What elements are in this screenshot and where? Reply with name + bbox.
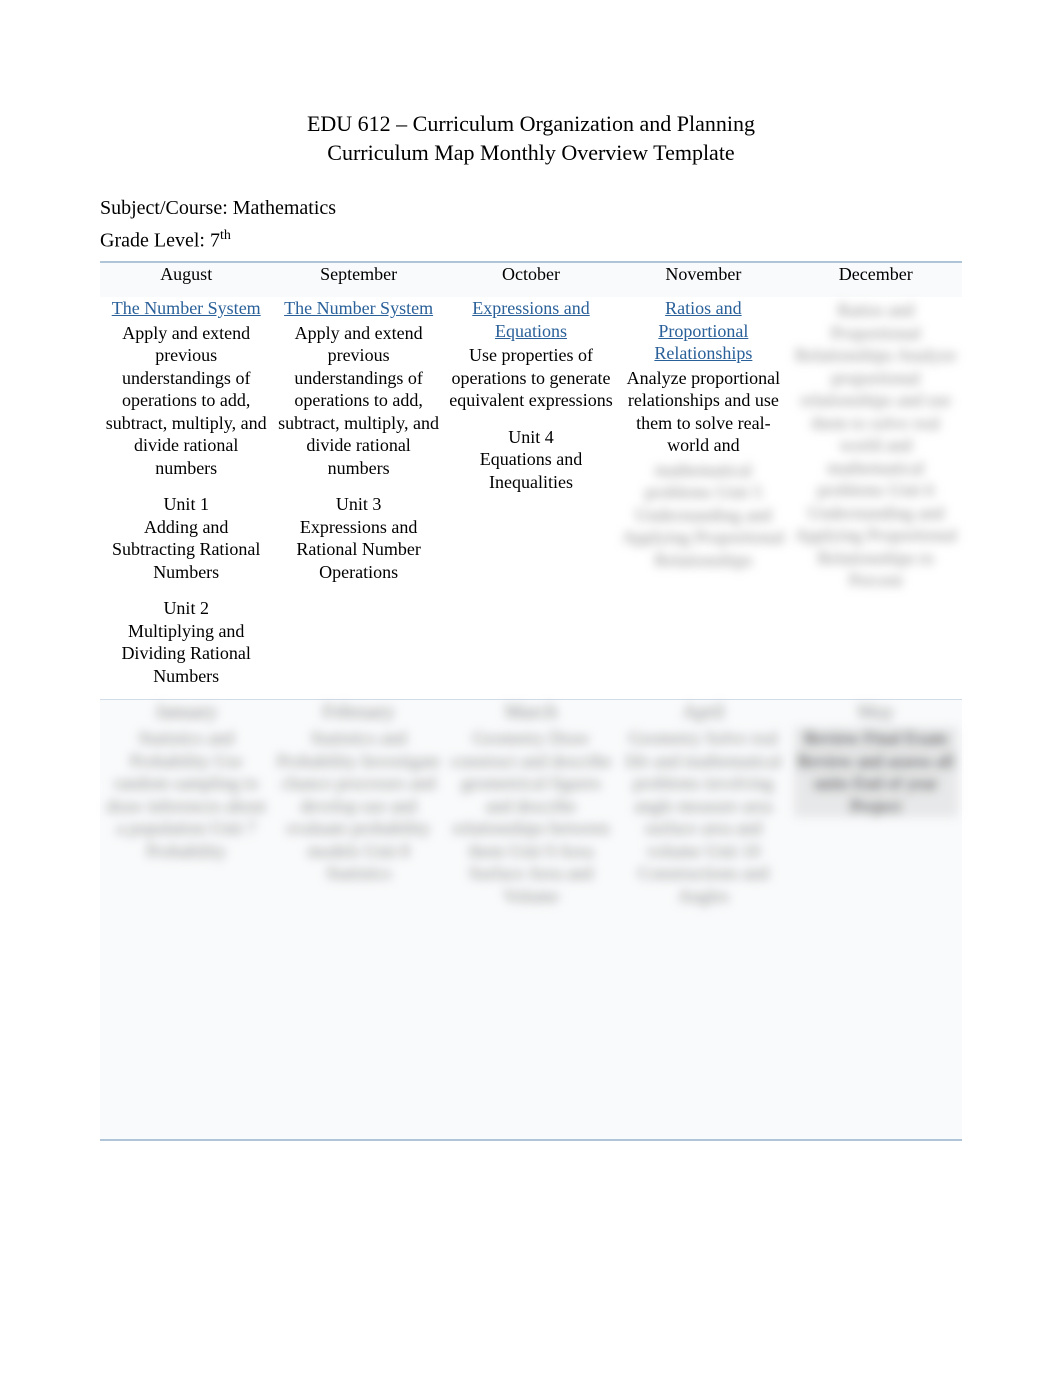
- month-november: November: [617, 262, 789, 298]
- month-january: January: [155, 697, 217, 727]
- cell-august: The Number System Apply and extend previ…: [100, 297, 272, 700]
- cell-may: May Review Final Exam Review and assess …: [790, 700, 962, 1140]
- unit4-title: Unit 4: [508, 427, 554, 447]
- cell-march: March Geometry Draw construct and descri…: [445, 700, 617, 1140]
- september-desc: Apply and extend previous understandings…: [276, 322, 440, 480]
- unit2-title: Unit 2: [163, 598, 209, 618]
- april-blurred: Geometry Solve real life and mathematica…: [621, 727, 785, 907]
- grade-label: Grade Level:: [100, 230, 205, 252]
- unit3-title: Unit 3: [336, 494, 382, 514]
- unit2-desc: Multiplying and Dividing Rational Number…: [121, 621, 251, 686]
- grade-line: Grade Level: 7th: [100, 228, 962, 253]
- august-unit2: Unit 2 Multiplying and Dividing Rational…: [104, 597, 268, 687]
- unit1-desc: Adding and Subtracting Rational Numbers: [112, 517, 260, 582]
- document-header: EDU 612 – Curriculum Organization and Pl…: [100, 110, 962, 167]
- cell-february: February Statistics and Probability Inve…: [272, 700, 444, 1140]
- grade-value: 7: [210, 230, 220, 252]
- august-desc: Apply and extend previous understandings…: [104, 322, 268, 480]
- cell-november: Ratios and Proportional Relationships An…: [617, 297, 789, 700]
- month-february: February: [322, 697, 394, 727]
- october-domain-link[interactable]: Expressions and Equations: [449, 297, 613, 342]
- month-august: August: [100, 262, 272, 298]
- september-domain-link[interactable]: The Number System: [276, 297, 440, 320]
- month-may: May: [857, 697, 894, 727]
- may-blurred: Review Final Exam Review and assess all …: [794, 727, 958, 817]
- cell-october: Expressions and Equations Use properties…: [445, 297, 617, 700]
- subject-label: Subject/Course:: [100, 197, 228, 219]
- month-december: December: [790, 262, 962, 298]
- subject-line: Subject/Course: Mathematics: [100, 197, 962, 220]
- cell-april: April Geometry Solve real life and mathe…: [617, 700, 789, 1140]
- september-unit: Unit 3 Expressions and Rational Number O…: [276, 493, 440, 583]
- august-domain-link[interactable]: The Number System: [104, 297, 268, 320]
- content-row-1: The Number System Apply and extend previ…: [100, 297, 962, 700]
- january-blurred: Statistics and Probability Use random sa…: [104, 727, 268, 862]
- title-line-1: EDU 612 – Curriculum Organization and Pl…: [100, 110, 962, 139]
- march-blurred: Geometry Draw construct and describe geo…: [449, 727, 613, 907]
- month-header-row-2: January Statistics and Probability Use r…: [100, 700, 962, 1140]
- month-september: September: [272, 262, 444, 298]
- cell-december: Ratios and Proportional Relationships An…: [790, 297, 962, 700]
- month-april: April: [682, 697, 724, 727]
- month-october: October: [445, 262, 617, 298]
- december-blurred: Ratios and Proportional Relationships An…: [794, 299, 958, 592]
- subject-value: Mathematics: [233, 197, 336, 219]
- october-unit: Unit 4 Equations and Inequalities: [449, 426, 613, 494]
- november-desc: Analyze proportional relationships and u…: [621, 367, 785, 457]
- month-header-row-1: August September October November Decemb…: [100, 262, 962, 298]
- cell-september: The Number System Apply and extend previ…: [272, 297, 444, 700]
- unit4-desc: Equations and Inequalities: [480, 449, 582, 492]
- grade-suffix: th: [220, 228, 231, 243]
- november-blurred: mathematical problems Unit 5 Understandi…: [621, 459, 785, 572]
- cell-january: January Statistics and Probability Use r…: [100, 700, 272, 1140]
- month-march: March: [505, 697, 557, 727]
- unit3-desc: Expressions and Rational Number Operatio…: [296, 517, 420, 582]
- february-blurred: Statistics and Probability Investigate c…: [276, 727, 440, 885]
- august-unit1: Unit 1 Adding and Subtracting Rational N…: [104, 493, 268, 583]
- title-line-2: Curriculum Map Monthly Overview Template: [100, 139, 962, 168]
- curriculum-map-table: August September October November Decemb…: [100, 261, 962, 1141]
- november-domain-link[interactable]: Ratios and Proportional Relationships: [621, 297, 785, 365]
- october-desc: Use properties of operations to generate…: [449, 344, 613, 412]
- unit1-title: Unit 1: [163, 494, 209, 514]
